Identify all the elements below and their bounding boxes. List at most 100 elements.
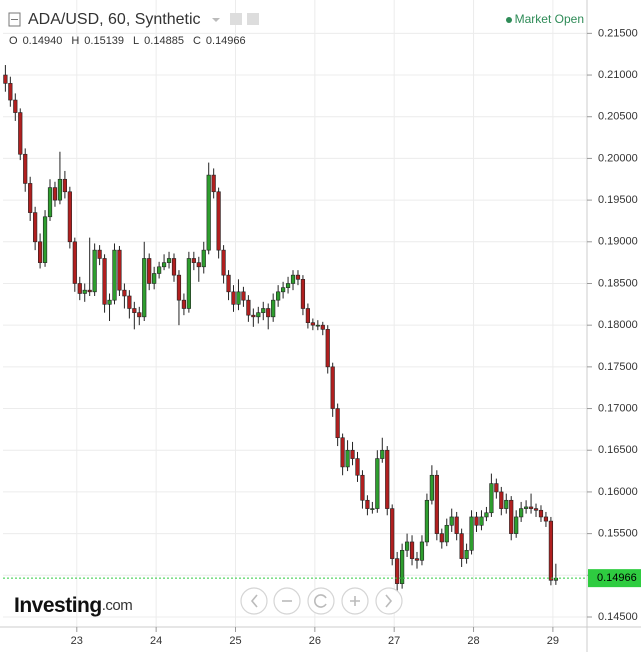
candle-body [102, 258, 107, 305]
ohlc-name: C [193, 35, 201, 47]
last-price-label: 0.14966 [597, 572, 637, 584]
y-tick-label: 0.16000 [598, 486, 638, 498]
candle-body [315, 324, 320, 327]
candle-body [424, 499, 430, 543]
logo: Investing.com [14, 594, 132, 617]
candle-body [176, 274, 182, 301]
candle-body [13, 99, 18, 113]
ohlc-name: O [9, 35, 18, 47]
candle-body [57, 178, 63, 201]
ohlc-value: 0.15139 [84, 35, 124, 47]
candle-body [216, 191, 221, 251]
candle-body [191, 258, 196, 263]
candle-body [509, 499, 514, 534]
y-tick-label: 0.21500 [598, 27, 638, 39]
candle-body [285, 283, 291, 288]
candle-body [305, 308, 310, 323]
y-tick-label: 0.18000 [598, 319, 638, 331]
title-dropdown[interactable] [212, 18, 220, 22]
candle-body [295, 274, 301, 280]
candle-body [186, 258, 191, 309]
icon [350, 596, 360, 606]
status-dot [506, 17, 512, 23]
candle-body [385, 449, 390, 509]
x-tick-label: 26 [309, 635, 321, 647]
candle-body [117, 249, 122, 291]
y-tick-label: 0.17000 [598, 402, 638, 414]
candle-body [390, 508, 395, 559]
candle-body [494, 483, 499, 493]
candle-body [87, 289, 92, 293]
candle-body [365, 499, 370, 509]
candle-body [226, 274, 231, 293]
candle-body [211, 174, 216, 193]
icon [314, 594, 327, 608]
scroll-left-button[interactable] [240, 587, 268, 615]
candle-body [484, 512, 489, 518]
reset-button[interactable] [307, 587, 335, 615]
y-tick-label: 0.19000 [598, 236, 638, 248]
candle-body [310, 322, 315, 326]
candle-body [261, 308, 266, 313]
candle-body [107, 299, 112, 305]
candle-body [92, 249, 97, 293]
candle-body [474, 516, 479, 526]
y-tick-label: 0.18500 [598, 277, 638, 289]
settings-icon[interactable] [247, 13, 259, 25]
candle-body [439, 533, 444, 543]
candle-body [33, 212, 38, 243]
candle-body [375, 458, 380, 509]
candle-body [404, 541, 410, 551]
candle-body [335, 408, 340, 439]
candle-body [543, 516, 549, 522]
y-tick-label: 0.17500 [598, 361, 638, 373]
candle-body [370, 508, 375, 510]
x-tick-label: 24 [150, 635, 162, 647]
candle-body [320, 324, 325, 330]
candle-body [280, 287, 286, 293]
collapse-icon[interactable] [8, 12, 21, 27]
scroll-right-button[interactable] [375, 587, 403, 615]
y-tick-label: 0.14500 [598, 611, 638, 623]
y-tick-label: 0.16500 [598, 444, 638, 456]
candle-body [231, 291, 236, 305]
candle-body [132, 308, 137, 313]
candle-body [548, 520, 553, 581]
candle-body [256, 312, 261, 318]
candle-body [147, 258, 152, 284]
y-tick-label: 0.20500 [598, 111, 638, 123]
candle-body [290, 274, 296, 284]
candle-body [152, 273, 157, 284]
candle-body [241, 291, 246, 301]
candle-body [340, 437, 345, 468]
candle-body [538, 509, 544, 518]
ohlc-value: 0.14966 [206, 35, 246, 47]
candle-body [196, 262, 201, 268]
candle-body [97, 249, 102, 259]
candle-body [157, 266, 162, 274]
candle-body [533, 508, 539, 511]
candle-body [52, 187, 58, 201]
y-tick-label: 0.15500 [598, 528, 638, 540]
candle-body [414, 558, 420, 561]
candle-body [3, 74, 8, 84]
candle-body [122, 289, 127, 297]
candle-body [47, 187, 53, 218]
candle-body [489, 483, 494, 514]
candle-body [246, 299, 251, 316]
navigation-buttons [240, 587, 403, 615]
y-tick-label: 0.21000 [598, 69, 638, 81]
candle-body [300, 279, 306, 309]
market-status: Market Open [515, 12, 584, 26]
candle-body [528, 506, 534, 509]
candle-body [127, 295, 132, 309]
x-tick-label: 27 [388, 635, 400, 647]
x-tick-label: 25 [229, 635, 241, 647]
last-price-box [588, 569, 641, 588]
candle-body [18, 112, 23, 155]
chart-title: ADA/USD, 60, Synthetic [28, 11, 201, 28]
candle-body [469, 516, 474, 551]
settings-icon[interactable] [230, 13, 242, 25]
candle-body [504, 499, 509, 509]
